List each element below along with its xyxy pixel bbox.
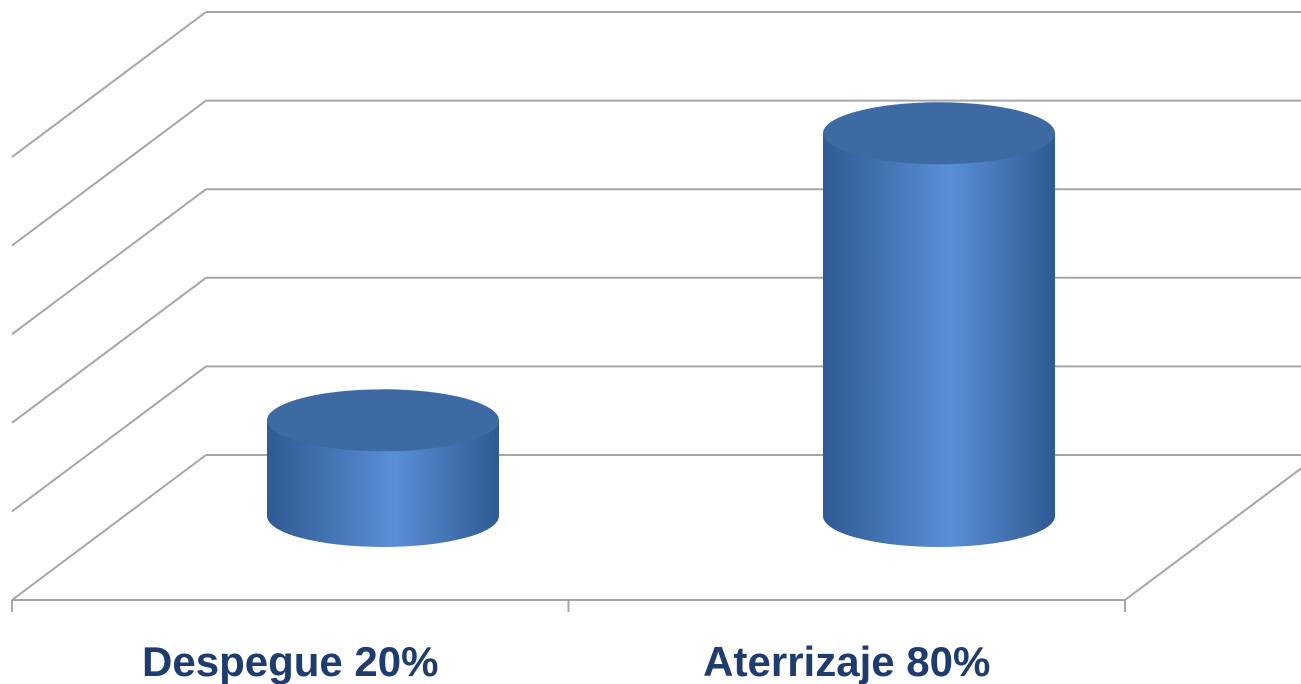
side-gridline <box>11 11 207 158</box>
side-gridline <box>11 188 207 336</box>
floor-right-edge <box>1124 467 1301 601</box>
gridlines <box>11 11 1301 601</box>
side-gridline <box>11 99 207 247</box>
cylinder-bar-1 <box>823 102 1055 548</box>
side-gridline <box>11 276 207 424</box>
cylinder-body <box>267 420 499 547</box>
cylinder-body <box>823 133 1055 548</box>
side-gridline <box>11 365 207 513</box>
category-labels: Despegue 20% Aterrizaje 80% <box>142 638 990 684</box>
cylinder-top <box>823 102 1055 165</box>
category-label-aterrizaje: Aterrizaje 80% <box>703 638 990 684</box>
category-label-despegue: Despegue 20% <box>142 638 438 684</box>
bars <box>267 102 1055 548</box>
side-gridline <box>11 454 207 601</box>
chart-floor <box>11 467 1301 612</box>
cylinder-bar-0 <box>267 389 499 547</box>
cylinder-top <box>267 389 499 452</box>
